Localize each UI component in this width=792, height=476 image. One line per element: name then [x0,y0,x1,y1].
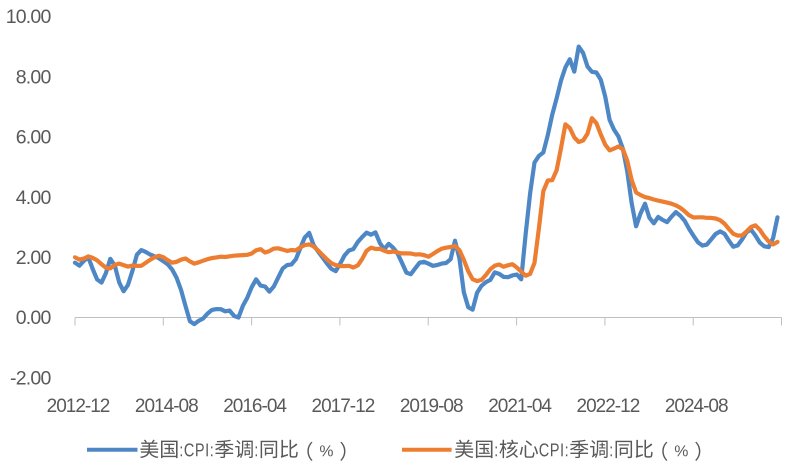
svg-text:10.00: 10.00 [6,6,52,28]
svg-text:2022-12: 2022-12 [577,396,640,417]
svg-text:2014-08: 2014-08 [135,396,198,417]
svg-text:2017-12: 2017-12 [312,396,375,417]
svg-text:2.00: 2.00 [16,247,52,269]
svg-text:6.00: 6.00 [16,127,52,149]
svg-text:2024-08: 2024-08 [665,396,728,417]
svg-text:4.00: 4.00 [16,187,52,209]
svg-text:2012-12: 2012-12 [47,396,110,417]
svg-text:2021-04: 2021-04 [488,396,552,417]
svg-text:-2.00: -2.00 [10,367,51,389]
svg-text:8.00: 8.00 [16,66,52,88]
svg-text:2019-08: 2019-08 [400,396,463,417]
svg-text:2016-04: 2016-04 [223,396,287,417]
svg-text:0.00: 0.00 [16,307,52,329]
